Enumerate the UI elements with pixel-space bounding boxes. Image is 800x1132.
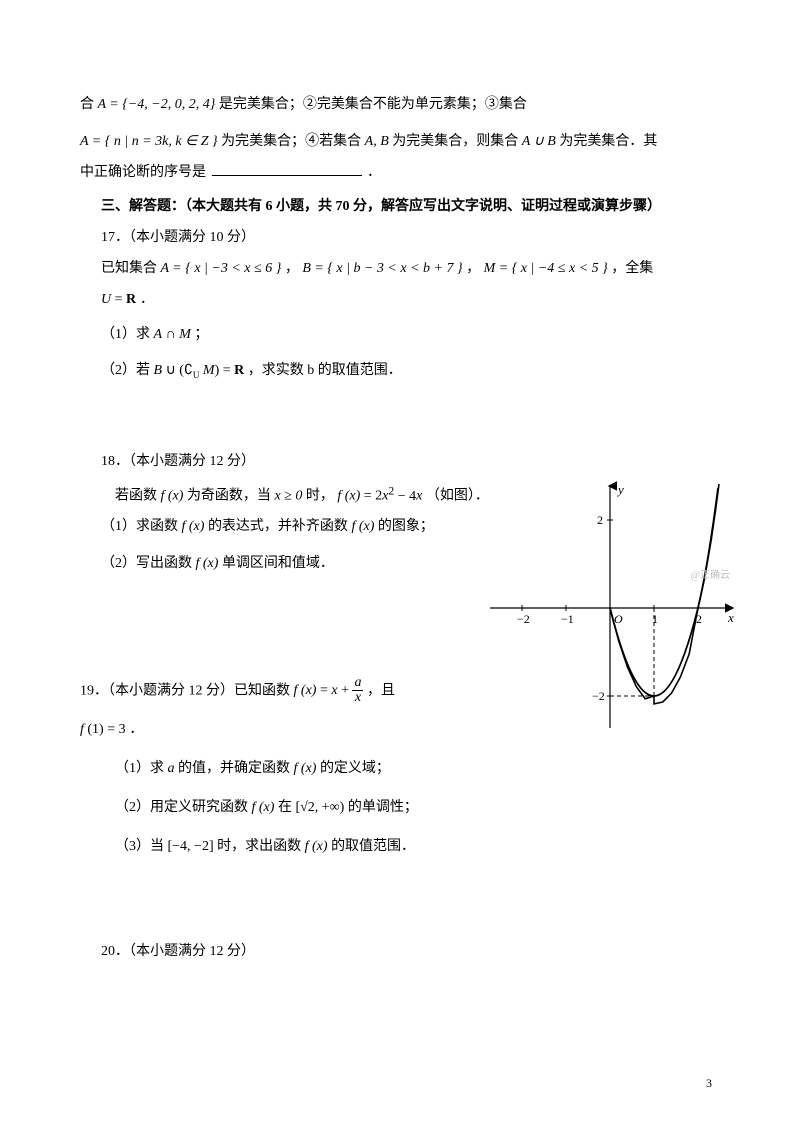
svg-text:1: 1 <box>652 612 658 626</box>
q18-figure: −2 −1 1 2 2 −2 O x y <box>480 478 740 738</box>
q19-p2-int: [√2, +∞) <box>295 800 344 815</box>
q16-union: A ∪ B <box>522 134 556 149</box>
q18-mid2: 时， <box>306 489 338 504</box>
q18-header: 18．（本小题满分 12 分） <box>80 447 720 478</box>
q18-p1-pre: （1）求函数 <box>101 519 182 534</box>
q17-header: 17．（本小题满分 10 分） <box>80 223 720 254</box>
watermark-text: @正确云 <box>691 565 730 587</box>
q16-l1-post: 是完美集合；②完美集合不能为单元素集；③集合 <box>219 97 527 112</box>
q18-p1-fx2: f (x) <box>351 519 374 534</box>
svg-text:−2: −2 <box>517 612 530 626</box>
q19-p1-a: a <box>168 761 175 776</box>
q16-l2-post: 为完美集合．其 <box>559 134 657 149</box>
q18-p1-mid: 的表达式，并补齐函数 <box>208 519 352 534</box>
q16-line2: A = { n | n = 3k, k ∈ Z } 为完美集合；④若集合 A, … <box>80 127 720 158</box>
q19-p2-pre: （2）用定义研究函数 <box>115 800 252 815</box>
q17-p2-post: ，求实数 b 的取值范围． <box>248 363 402 378</box>
q18-p1-post: 的图象； <box>378 519 434 534</box>
svg-text:x: x <box>727 610 734 625</box>
q17-pre: 已知集合 <box>101 261 161 276</box>
q17-post: ，全集 <box>611 261 653 276</box>
q18-p1-fx: f (x) <box>182 519 205 534</box>
q19-hpre: 19．（本小题满分 12 分）已知函数 <box>80 684 294 699</box>
q20-header: 20．（本小题满分 12 分） <box>80 937 720 968</box>
q19-p3-post: 的取值范围． <box>331 839 415 854</box>
svg-text:−1: −1 <box>561 612 574 626</box>
svg-text:O: O <box>614 612 623 626</box>
q16-l2-mid2: 为完美集合，则集合 <box>392 134 522 149</box>
q16-set-a2: A = { n | n = 3k, k ∈ Z } <box>80 134 218 149</box>
q19-p3-mid: 时，求出函数 <box>217 839 305 854</box>
q16-line1: 合 A = {−4, −2, 0, 2, 4} 是完美集合；②完美集合不能为单元… <box>80 90 720 121</box>
q17-sep2: ， <box>466 261 484 276</box>
svg-text:−2: −2 <box>592 689 605 703</box>
q19-cond-math: f (1) = 3 ． <box>80 722 143 737</box>
q16-l1-pre: 合 <box>80 97 98 112</box>
q17-p2-pre: （2）若 <box>101 363 154 378</box>
q18-p2-pre: （2）写出函数 <box>101 556 196 571</box>
q18-cond: x ≥ 0 <box>274 489 302 504</box>
q19-p1-fx: f (x) <box>294 761 317 776</box>
q19-func: f (x) = x + a x <box>294 676 364 707</box>
q19-hpost: ，且 <box>367 684 395 699</box>
q16-l2-mid: 为完美集合；④若集合 <box>221 134 365 149</box>
q18-mid: 为奇函数，当 <box>187 489 275 504</box>
q19-p2-mid: 在 <box>278 800 296 815</box>
q17-p1-text: （1）求 A ∩ M ； <box>101 327 208 342</box>
q19-p3: （3）当 [−4, −2] 时，求出函数 f (x) 的取值范围． <box>80 832 720 863</box>
q17-p2-math: B ∪ (∁U M) = R <box>154 363 245 378</box>
q17-u-math: U = R ． <box>101 292 154 307</box>
q16-set-a: A = {−4, −2, 0, 2, 4} <box>98 97 216 112</box>
q16-l3-post: ． <box>367 165 381 180</box>
q19-p3-pre: （3）当 <box>115 839 168 854</box>
q17-u: U = R ． <box>80 285 720 316</box>
q19-p1-post: 的定义域； <box>320 761 390 776</box>
q19-p2-fx: f (x) <box>252 800 275 815</box>
q18-def: f (x) = 2x2 − 4x <box>337 489 422 504</box>
q19-p1: （1）求 a 的值，并确定函数 f (x) 的定义域； <box>80 754 720 785</box>
q17-setB: B = { x | b − 3 < x < b + 7 } <box>302 261 462 276</box>
q17-given: 已知集合 A = { x | −3 < x ≤ 6 } ， B = { x | … <box>80 254 720 285</box>
q18-p2-post: 单调区间和值域． <box>222 556 334 571</box>
q16-ab: A, B <box>365 134 389 149</box>
q16-line3: 中正确论断的序号是 ． <box>80 158 720 189</box>
q19-p2-post: 的单调性； <box>348 800 418 815</box>
q17-setM: M = { x | −4 ≤ x < 5 } <box>484 261 608 276</box>
q19-p1-pre: （1）求 <box>115 761 168 776</box>
q18-fx: f (x) <box>161 489 184 504</box>
parabola-graph-icon: −2 −1 1 2 2 −2 O x y <box>480 478 740 738</box>
q17-sep1: ， <box>285 261 303 276</box>
q19-p3-int: [−4, −2] <box>168 839 214 854</box>
svg-text:2: 2 <box>597 513 603 527</box>
page-number: 3 <box>706 1070 712 1096</box>
q19-p1-mid: 的值，并确定函数 <box>178 761 294 776</box>
section3-title: 三、解答题：（本大题共有 6 小题，共 70 分，解答应写出文字说明、证明过程或… <box>80 192 720 223</box>
svg-text:y: y <box>616 482 624 497</box>
blank-field <box>212 162 362 176</box>
q17-p2: （2）若 B ∪ (∁U M) = R ，求实数 b 的取值范围． <box>80 356 720 387</box>
q16-l3-pre: 中正确论断的序号是 <box>80 165 206 180</box>
q18-p2-fx: f (x) <box>196 556 219 571</box>
q19-p2: （2）用定义研究函数 f (x) 在 [√2, +∞) 的单调性； <box>80 793 720 824</box>
q18-pre: 若函数 <box>115 489 161 504</box>
q17-setA: A = { x | −3 < x ≤ 6 } <box>161 261 282 276</box>
q19-p3-fx: f (x) <box>305 839 328 854</box>
q17-p1: （1）求 A ∩ M ； <box>80 320 720 351</box>
